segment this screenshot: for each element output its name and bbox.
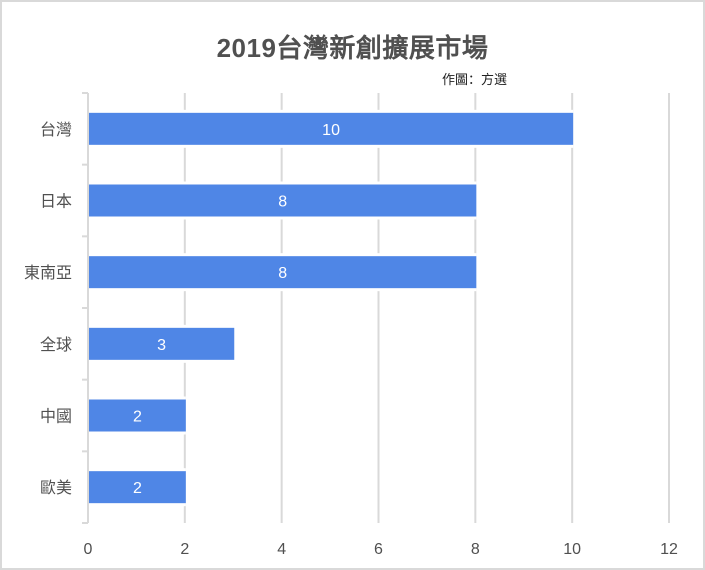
bar <box>89 256 477 289</box>
category-label: 台灣 <box>40 121 72 139</box>
bar-value-label: 10 <box>322 122 340 139</box>
bar <box>89 112 574 145</box>
category-label: 日本 <box>40 193 72 211</box>
bar-value-label: 3 <box>157 337 166 354</box>
bar <box>89 471 186 504</box>
x-tick-label: 2 <box>180 541 189 558</box>
bar-value-label: 2 <box>133 409 142 426</box>
category-label: 中國 <box>40 408 72 426</box>
bar <box>89 184 477 217</box>
bar-value-label: 8 <box>278 194 287 211</box>
x-tick-label: 8 <box>471 541 480 558</box>
bar-value-label: 8 <box>278 265 287 282</box>
x-tick-label: 6 <box>374 541 383 558</box>
category-label: 全球 <box>40 336 72 354</box>
x-tick-label: 10 <box>563 541 581 558</box>
chart-subtitle: 作圖：方選 <box>442 72 508 87</box>
chart-title: 2019台灣新創擴展市場 <box>216 33 489 63</box>
bar <box>89 399 186 432</box>
x-tick-label: 4 <box>277 541 286 558</box>
x-tick-label: 12 <box>660 541 678 558</box>
x-tick-label: 0 <box>84 541 93 558</box>
category-label: 歐美 <box>40 479 72 497</box>
bar-value-label: 2 <box>133 480 142 497</box>
category-label: 東南亞 <box>24 264 72 282</box>
bar <box>89 327 235 360</box>
